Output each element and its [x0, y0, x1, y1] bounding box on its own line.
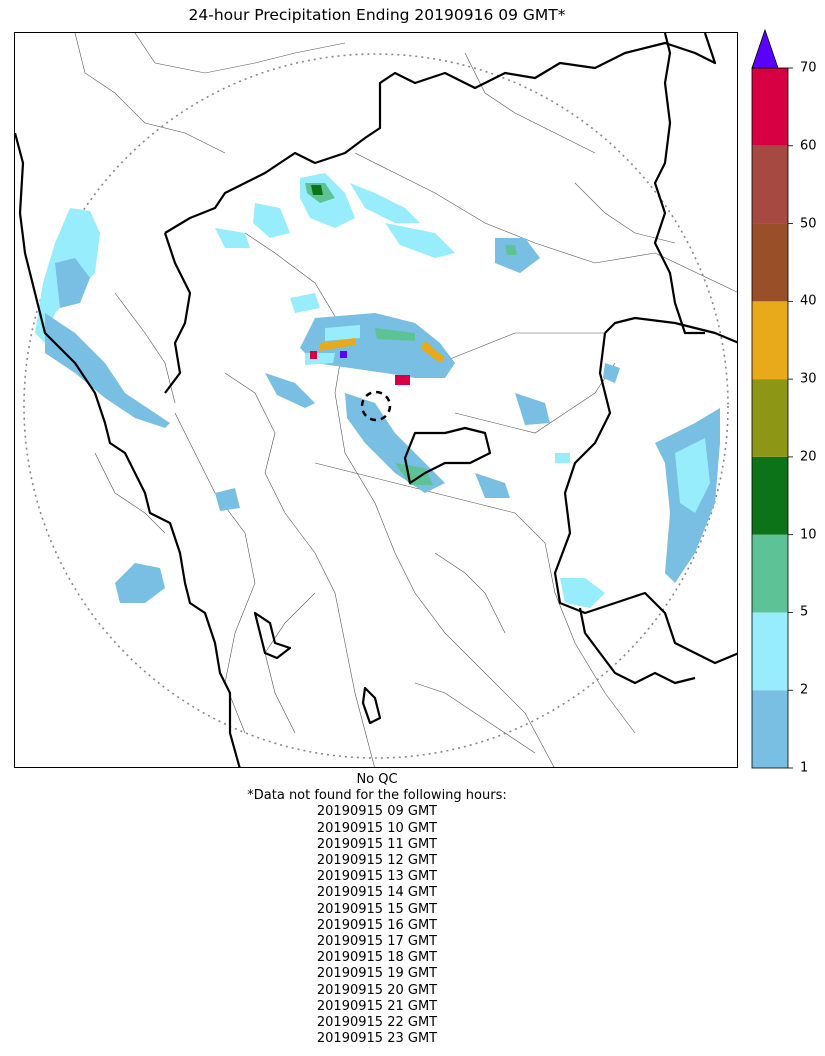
colorbar-ticks: [788, 67, 793, 769]
colorbar-bin: [752, 534, 788, 613]
missing-hour-item: 20190915 15 GMT: [316, 901, 438, 917]
missing-hour-item: 20190915 20 GMT: [316, 982, 438, 998]
precipitation-fields: [35, 173, 720, 608]
colorbar-tick-label: 1: [800, 760, 809, 776]
colorbar-tick-label: 40: [800, 293, 817, 309]
colorbar-tick-label: 2: [800, 682, 809, 698]
map-canvas: [15, 33, 737, 767]
missing-hour-item: 20190915 12 GMT: [316, 853, 438, 869]
missing-hour-item: 20190915 10 GMT: [316, 820, 438, 836]
colorbar-outline: [751, 67, 789, 769]
colorbar-tick-label: 50: [800, 216, 817, 232]
missing-hour-item: 20190915 22 GMT: [316, 1015, 438, 1031]
radar-range-ring: [23, 53, 729, 759]
qc-note: No QC: [356, 772, 398, 787]
missing-hour-item: 20190915 21 GMT: [316, 998, 438, 1014]
colorbar-bin: [752, 68, 788, 146]
missing-data-header: *Data not found for the following hours:: [247, 788, 507, 804]
missing-hour-item: 20190915 17 GMT: [316, 934, 438, 950]
map-title: 24-hour Precipitation Ending 20190916 09…: [188, 6, 566, 24]
colorbar-tick-label: 30: [800, 371, 817, 387]
colorbar-tick-label: 70: [800, 60, 817, 76]
missing-hour-item: 20190915 11 GMT: [316, 836, 438, 852]
colorbar-bin: [752, 690, 788, 768]
colorbar: [751, 28, 793, 769]
district-boundaries: [74, 33, 737, 767]
colorbar-tick-label: 5: [800, 604, 809, 620]
colorbar-bin: [752, 145, 788, 224]
missing-hour-item: 20190915 16 GMT: [316, 917, 438, 933]
colorbar-overflow-arrow: [751, 28, 779, 69]
colorbar-tick-label: 10: [800, 527, 817, 543]
colorbar-bin: [752, 456, 788, 535]
missing-hour-item: 20190915 09 GMT: [316, 804, 438, 820]
missing-hour-item: 20190915 14 GMT: [316, 885, 438, 901]
radar-site-marker: [360, 390, 392, 422]
missing-hours-list: 20190915 09 GMT 20190915 10 GMT 20190915 1…: [0, 804, 754, 1047]
missing-hour-item: 20190915 18 GMT: [316, 950, 438, 966]
colorbar-tick-label: 20: [800, 449, 817, 465]
colorbar-tick-label: 60: [800, 138, 817, 154]
notes-block: No QC *Data not found for the following …: [0, 772, 754, 1047]
colorbar-bin: [752, 612, 788, 691]
colorbar-bins: [752, 68, 788, 768]
missing-hour-item: 20190915 19 GMT: [316, 966, 438, 982]
colorbar-bin: [752, 301, 788, 380]
colorbar-bin: [752, 223, 788, 302]
missing-hour-item: 20190915 13 GMT: [316, 869, 438, 885]
state-boundaries: [15, 33, 737, 767]
colorbar-bin: [752, 379, 788, 457]
missing-hour-item: 20190915 23 GMT: [316, 1031, 438, 1047]
precipitation-map: [14, 32, 738, 768]
